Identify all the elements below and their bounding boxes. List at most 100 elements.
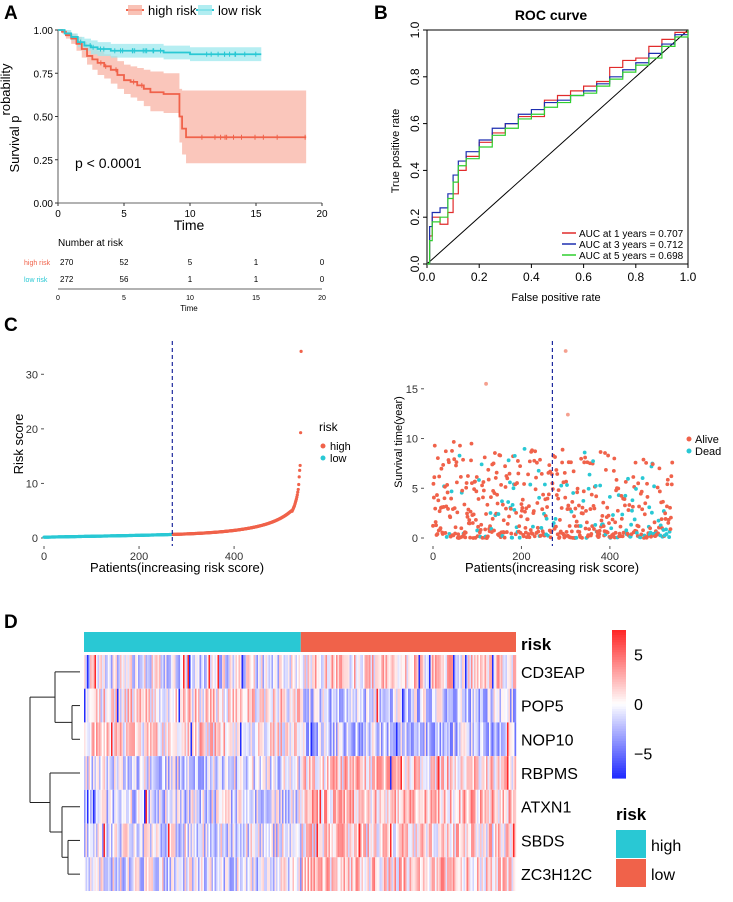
heatmap-cell-strip — [238, 756, 241, 790]
heatmap-cell-strip — [315, 655, 317, 689]
heatmap-cell-strip — [274, 655, 277, 689]
survival-point — [445, 483, 450, 487]
heatmap-cell-strip — [498, 722, 500, 757]
heatmap-cell-strip — [283, 823, 286, 858]
heatmap-cell-strip — [321, 655, 323, 689]
survival-point — [530, 448, 534, 453]
heatmap-cell-strip — [421, 823, 424, 858]
heatmap-cell-strip — [453, 688, 455, 723]
heatmap-cell-strip — [342, 655, 344, 689]
heatmap-cell-strip — [399, 655, 401, 689]
heatmap-cell-strip — [286, 823, 289, 858]
heatmap-cell-strip — [414, 756, 416, 790]
heatmap-cell-strip — [325, 823, 328, 858]
heatmap-cell-strip — [268, 722, 271, 757]
heatmap-cell-strip — [109, 789, 112, 824]
roc-ytick-label: 0.0 — [408, 255, 422, 272]
heatmap-cell-strip — [453, 722, 455, 757]
heatmap-cell-strip — [435, 655, 437, 689]
heatmap-cell-strip — [286, 688, 289, 723]
survival-point — [665, 477, 670, 482]
survival-point — [560, 460, 565, 465]
heatmap-cell-strip — [90, 688, 92, 723]
heatmap-cell-strip — [163, 722, 166, 757]
heatmap-cell-strip — [286, 756, 289, 790]
heatmap-annotation-high — [300, 632, 516, 652]
heatmap-cell-strip — [127, 789, 130, 824]
heatmap-cell-strip — [261, 688, 263, 723]
heatmap-cell-strip — [384, 823, 386, 858]
heatmap-cell-strip — [448, 688, 451, 723]
heatmap-cell-strip — [220, 688, 223, 723]
heatmap-cell-strip — [513, 756, 515, 790]
heatmap-cell-strip — [93, 756, 95, 790]
survival-point — [502, 535, 507, 540]
roc-curve-5y — [427, 30, 689, 265]
heatmap-cell-strip — [484, 823, 487, 858]
heatmap-cell-strip — [454, 789, 457, 824]
heatmap-cell-strip — [85, 857, 88, 891]
heatmap-cell-strip — [274, 789, 277, 824]
survival-point-outlier — [565, 412, 570, 417]
heatmap-cell-strip — [147, 655, 149, 689]
heatmap-cell-strip — [364, 722, 367, 757]
heatmap-cell-strip — [405, 789, 407, 824]
heatmap-cell-strip — [94, 823, 97, 858]
heatmap-cell-strip — [276, 756, 278, 790]
survival-point — [565, 483, 569, 487]
heatmap-cell-strip — [337, 756, 340, 790]
heatmap-cell-strip — [343, 756, 346, 790]
heatmap-cell-strip — [249, 655, 251, 689]
heatmap-cell-strip — [142, 655, 145, 689]
heatmap-cell-strip — [363, 655, 365, 689]
heatmap-cell-strip — [369, 756, 371, 790]
heatmap-cell-strip — [229, 857, 232, 891]
heatmap-cell-strip — [199, 655, 202, 689]
heatmap-cell-strip — [166, 722, 169, 757]
heatmap-cell-strip — [441, 688, 443, 723]
heatmap-cell-strip — [316, 655, 319, 689]
heatmap-cell-strip — [399, 789, 401, 824]
heatmap-cell-strip — [213, 857, 215, 891]
heatmap-cell-strip — [238, 655, 241, 689]
survival-point — [606, 453, 611, 458]
heatmap-cell-strip — [358, 823, 361, 858]
heatmap-cell-strip — [324, 756, 326, 790]
heatmap-cell-strip — [178, 823, 181, 858]
heatmap-annotation-low — [84, 632, 301, 652]
heatmap-cell-strip — [292, 789, 295, 824]
risk-table-xtick: 0 — [56, 295, 60, 302]
heatmap-cell-strip — [481, 789, 484, 824]
heatmap-cell-strip — [357, 823, 359, 858]
heatmap-cell-strip — [88, 688, 91, 723]
heatmap-cell-strip — [216, 722, 218, 757]
heatmap-cell-strip — [174, 789, 176, 824]
heatmap-cell-strip — [118, 722, 121, 757]
heatmap-cell-strip — [406, 756, 409, 790]
heatmap-cell-strip — [111, 688, 113, 723]
heatmap-cell-strip — [126, 688, 128, 723]
heatmap-cell-strip — [87, 756, 89, 790]
heatmap-cell-strip — [280, 722, 283, 757]
heatmap-cell-strip — [267, 823, 269, 858]
heatmap-cell-strip — [159, 789, 161, 824]
survival-point — [592, 506, 597, 511]
heatmap-cell-strip — [162, 756, 164, 790]
heatmap-cell-strip — [507, 756, 509, 790]
heatmap-cell-strip — [367, 688, 370, 723]
heatmap-cell-strip — [201, 688, 203, 723]
heatmap-cell-strip — [378, 823, 380, 858]
heatmap-cell-strip — [186, 756, 188, 790]
survival-point — [443, 531, 448, 535]
heatmap-cell-strip — [187, 722, 190, 757]
heatmap-cell-strip — [514, 655, 517, 689]
heatmap-cell-strip — [202, 688, 205, 723]
heatmap-cell-strip — [295, 857, 298, 891]
heatmap-cell-strip — [370, 823, 373, 858]
heatmap-cell-strip — [514, 756, 517, 790]
survival-point — [545, 496, 550, 501]
survival-point — [665, 504, 669, 509]
heatmap-cell-strip — [367, 857, 370, 891]
heatmap-cell-strip — [87, 688, 89, 723]
heatmap-cell-strip — [235, 789, 238, 824]
